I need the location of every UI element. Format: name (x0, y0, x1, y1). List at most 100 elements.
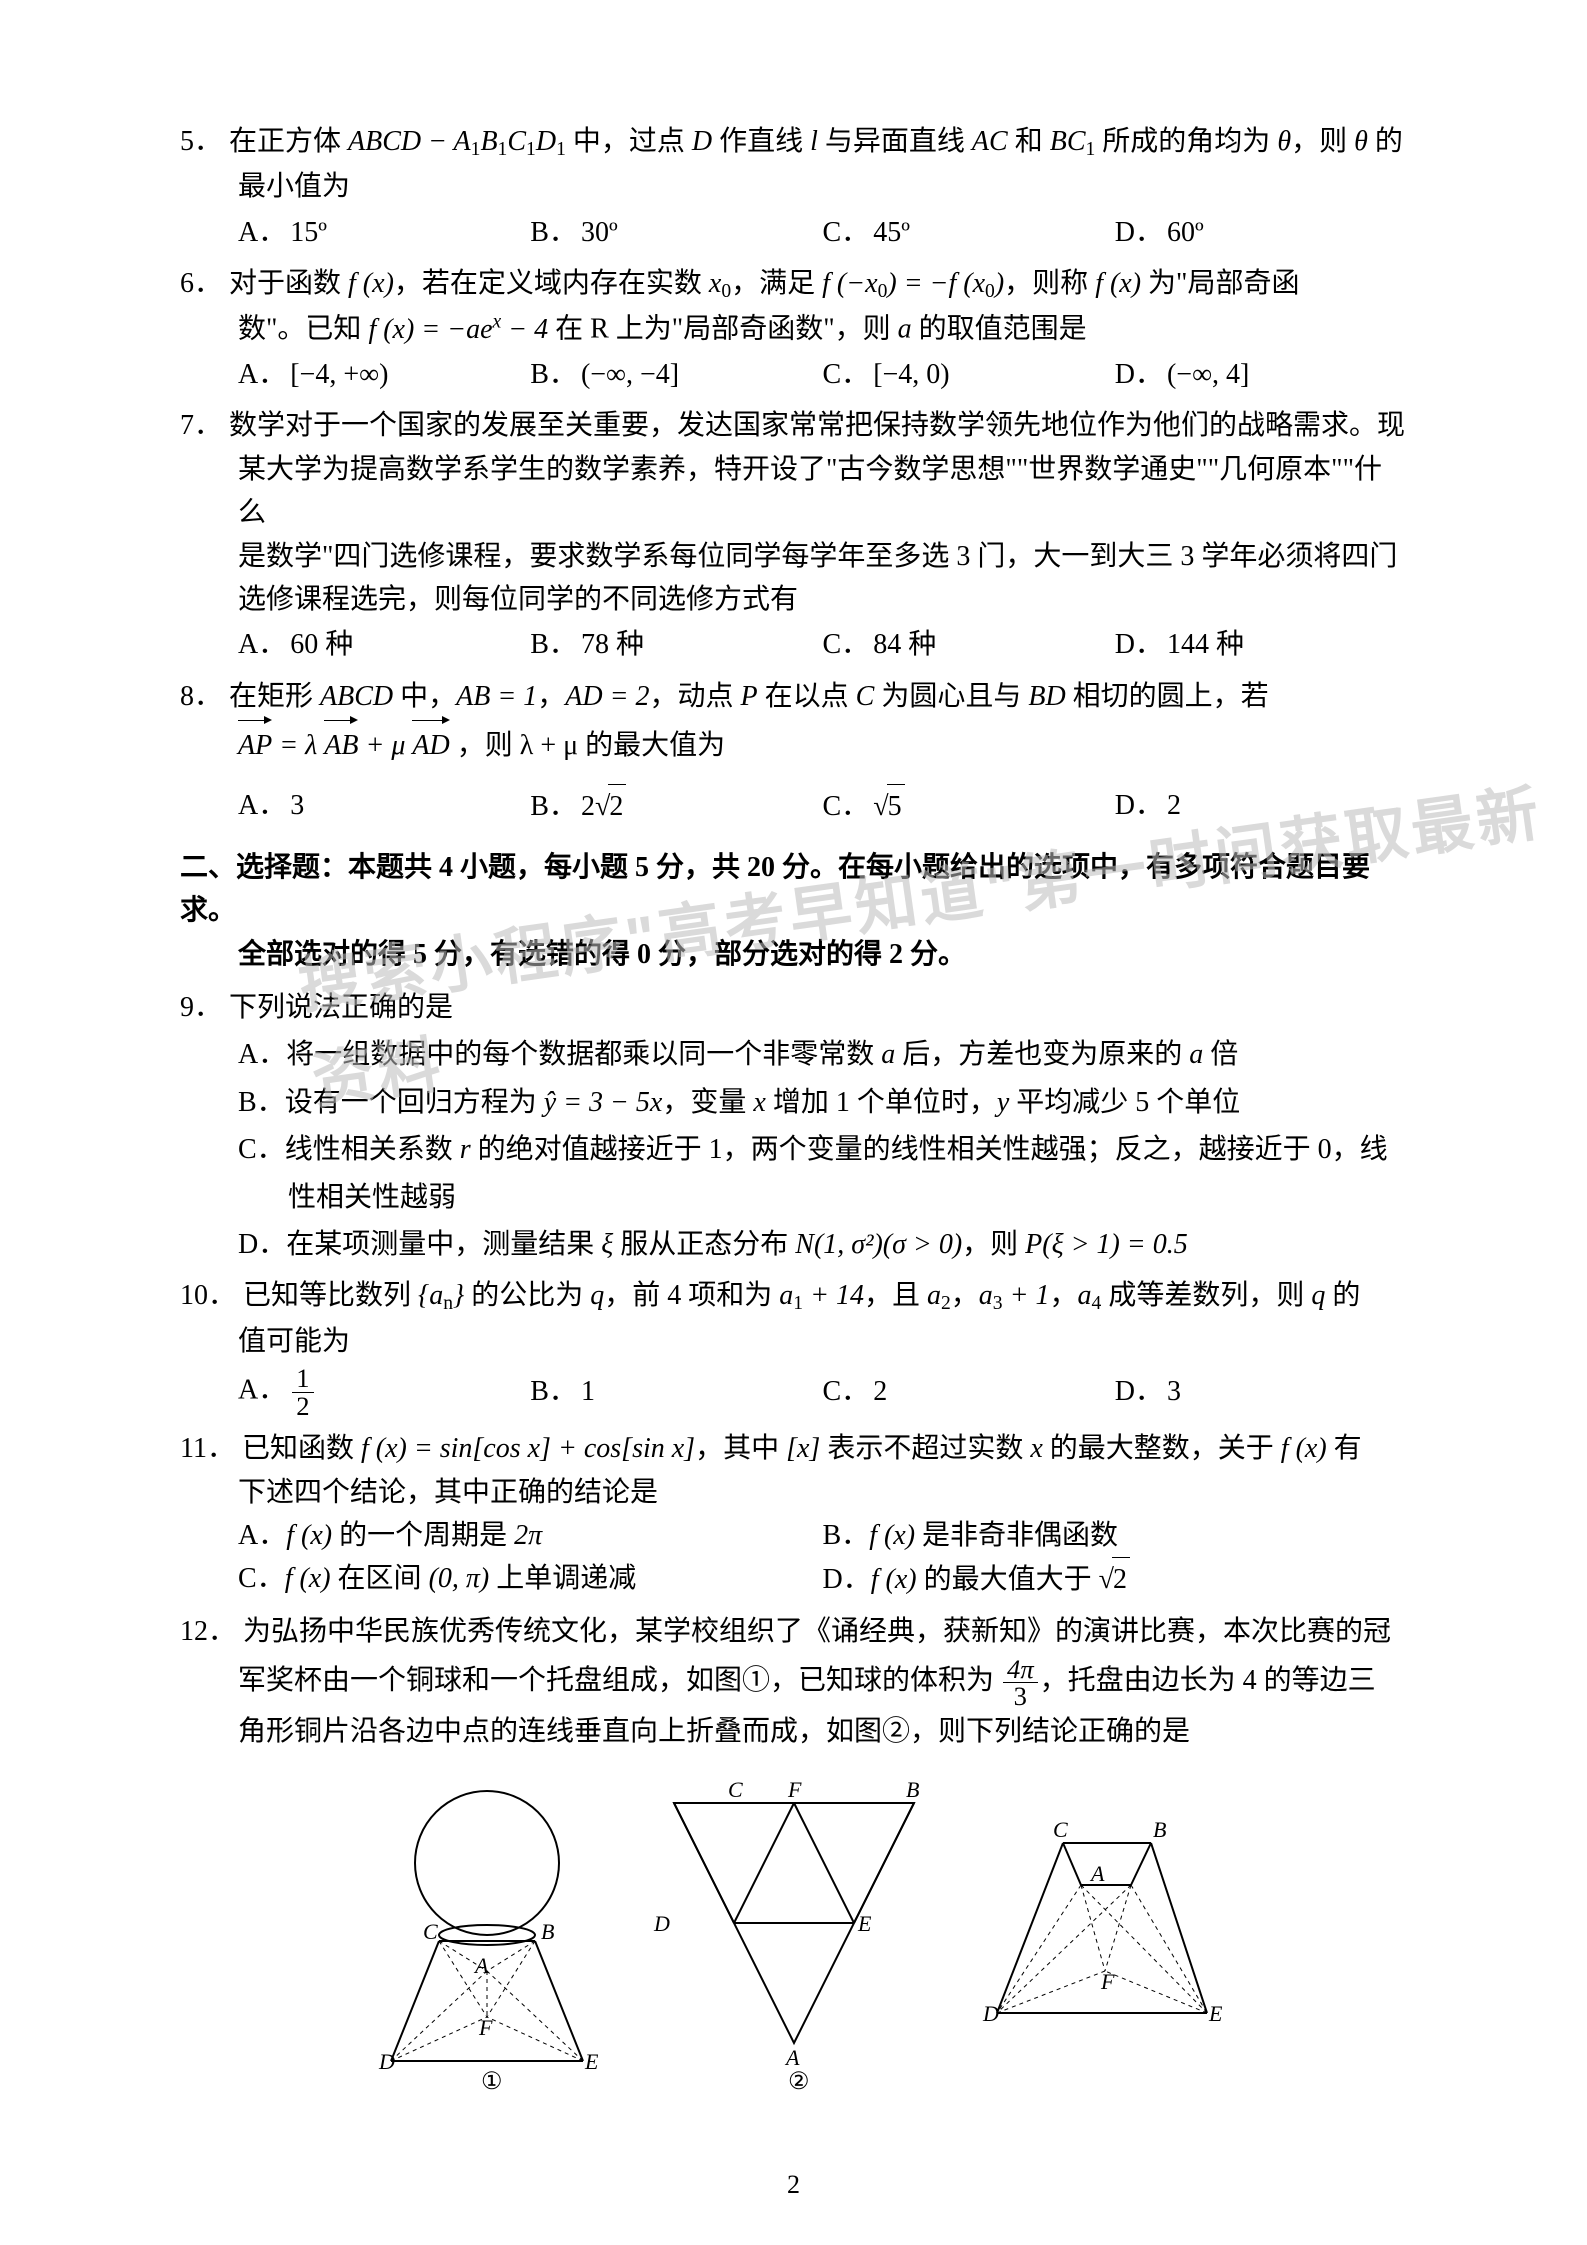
opt-b: B．78 种 (530, 623, 822, 666)
opt-a: A．15º (238, 211, 530, 254)
opt-c: C．84 种 (823, 623, 1115, 666)
q7-l2: 某大学为提高数学系学生的数学素养，特开设了"古今数学思想""世界数学通史""几何… (180, 448, 1407, 535)
t: 的最大整数，关于 (1043, 1433, 1281, 1464)
v: 60 种 (290, 629, 353, 660)
svg-text:D: D (653, 1911, 670, 1936)
v: 45º (873, 217, 910, 248)
opt-d: D．144 种 (1115, 623, 1407, 666)
t: 在正方体 (229, 126, 348, 157)
m: AP (238, 730, 272, 761)
question-11: 11． 已知函数 f (x) = sin[cos x] + cos[sin x]… (180, 1427, 1407, 1602)
m: a3 + 1 (979, 1280, 1050, 1311)
t: ，动点 (650, 681, 741, 712)
opt-b: B．30º (530, 211, 822, 254)
m: AD = 2 (565, 681, 649, 712)
figure-2a: CFB DEA ② (644, 1773, 944, 2093)
m: AB (324, 730, 358, 761)
v: 2√2 (581, 791, 626, 822)
t: 在某项测量中，测量结果 (286, 1229, 601, 1260)
q12-figures: CB AF DE ① CFB DEA (180, 1773, 1407, 2106)
svg-text:A: A (473, 1953, 489, 1978)
m: f (x) (286, 1520, 332, 1551)
t: 中， (393, 681, 456, 712)
t: ，则 λ + μ 的最大值为 (457, 730, 725, 761)
opt-c: C．2 (823, 1370, 1115, 1413)
t: 的 (1368, 126, 1403, 157)
q9-c: C．线性相关系数 r 的绝对值越接近于 1，两个变量的线性相关性越强；反之，越接… (180, 1128, 1407, 1171)
d: 3 (1003, 1683, 1038, 1710)
v: 2 (873, 1376, 887, 1407)
frac: 12 (292, 1365, 313, 1419)
math: l (810, 126, 818, 157)
q12-l2: 军奖杯由一个铜球和一个托盘组成，如图①，已知球的体积为 4π3，托盘由边长为 4… (180, 1653, 1407, 1710)
t: ，且 (864, 1280, 927, 1311)
v: 3 (290, 790, 304, 821)
opt-d: D．60º (1115, 211, 1407, 254)
opt-a: A．12 (238, 1365, 530, 1419)
l: D． (1115, 790, 1163, 821)
q11-row2: C．f (x) 在区间 (0, π) 上单调递减 D．f (x) 的最大值大于 … (180, 1557, 1407, 1601)
l: D． (1115, 217, 1163, 248)
t: 的最大值大于 (917, 1564, 1099, 1595)
t: 已知函数 (242, 1433, 361, 1464)
svg-text:C: C (423, 1919, 438, 1944)
s2-l2: 全部选对的得 5 分，有选错的得 0 分，部分选对的得 2 分。 (180, 933, 1407, 976)
q10-cont: 值可能为 (180, 1320, 1407, 1363)
t: 与异面直线 (818, 126, 972, 157)
page-number: 2 (0, 2165, 1587, 2205)
m: 2π (514, 1520, 542, 1551)
q7-options: A．60 种 B．78 种 C．84 种 D．144 种 (180, 623, 1407, 666)
t: 倍 (1203, 1039, 1238, 1070)
q5-stem: 在正方体 ABCD − A1B1C1D1 中，过点 D 作直线 l 与异面直线 … (229, 126, 1403, 157)
t: 已知等比数列 (243, 1280, 418, 1311)
t: ，变量 (662, 1087, 753, 1118)
svg-text:B: B (1153, 1817, 1166, 1842)
t: 有 (1327, 1433, 1362, 1464)
t: ，则 (1291, 126, 1354, 157)
opt-c: C．√5 (823, 784, 1115, 828)
m: f (x) (1095, 268, 1141, 299)
q9-stem: 下列说法正确的是 (229, 992, 453, 1023)
t: 中，过点 (566, 126, 692, 157)
opt-d: D．2 (1115, 784, 1407, 828)
t: ，满足 (731, 268, 822, 299)
math: D (692, 126, 712, 157)
opt-b: B．f (x) 是非奇非偶函数 (823, 1514, 1408, 1557)
svg-text:E: E (1208, 2001, 1223, 2026)
svg-text:F: F (787, 1777, 802, 1802)
opt-d: D．f (x) 的最大值大于 √2 (823, 1557, 1408, 1601)
v: (−∞, −4] (581, 359, 679, 390)
m: y (997, 1087, 1009, 1118)
q11-number: 11． (180, 1433, 235, 1464)
l: A． (238, 1039, 286, 1070)
m: a1 + 14 (779, 1280, 864, 1311)
math: BC1 (1050, 126, 1096, 157)
l: D． (1115, 1376, 1163, 1407)
l: B． (238, 1087, 285, 1118)
l: A． (238, 217, 286, 248)
r: 2 (1112, 1557, 1130, 1601)
t: ，则 (962, 1229, 1025, 1260)
q9-b: B．设有一个回归方程为 ŷ = 3 − 5x，变量 x 增加 1 个单位时，y … (180, 1081, 1407, 1124)
m: q (590, 1280, 604, 1311)
m: f (x) (871, 1564, 917, 1595)
q12-l1: 为弘扬中华民族优秀传统文化，某学校组织了《诵经典，获新知》的演讲比赛，本次比赛的… (243, 1616, 1391, 1647)
svg-text:E: E (857, 1911, 872, 1936)
l: C． (823, 791, 870, 822)
q9-c-cont: 性相关性越弱 (180, 1176, 1407, 1219)
v: 3 (1167, 1376, 1181, 1407)
t: 表示不超过实数 (820, 1433, 1030, 1464)
t: 上单调递减 (489, 1563, 636, 1594)
t: 的一个周期是 (332, 1520, 514, 1551)
t: 是非奇非偶函数 (915, 1520, 1118, 1551)
q7-number: 7． (180, 410, 222, 441)
t: 和 (1008, 126, 1050, 157)
v: (−∞, 4] (1167, 359, 1249, 390)
q6-number: 6． (180, 268, 222, 299)
question-6: 6． 对于函数 f (x)，若在定义域内存在实数 x0，满足 f (−x0) =… (180, 262, 1407, 396)
l: A． (238, 629, 286, 660)
t: ， (537, 681, 565, 712)
vec-ad: AD (412, 718, 449, 767)
r: 5 (887, 784, 905, 828)
n: 4π (1003, 1656, 1038, 1684)
